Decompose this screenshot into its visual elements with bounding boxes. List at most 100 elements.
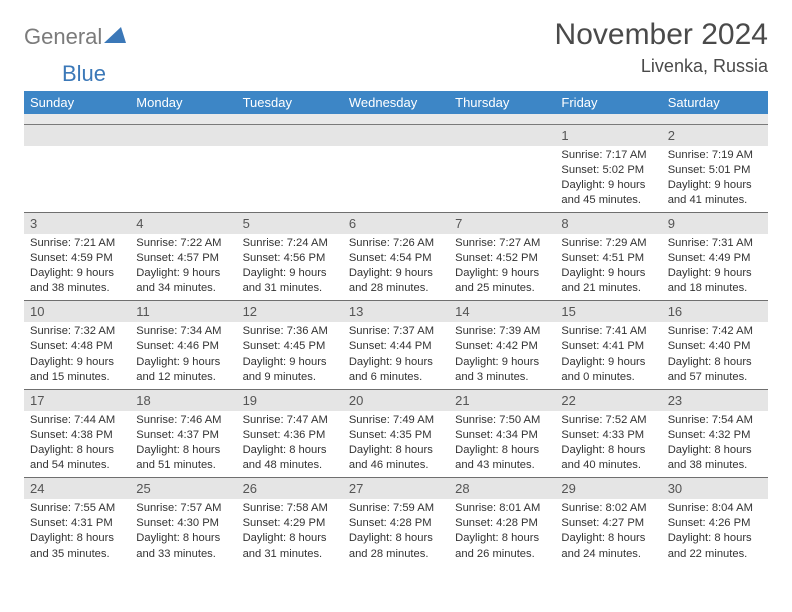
sunset-text: Sunset: 4:40 PM xyxy=(668,339,762,354)
date-row: 17181920212223 xyxy=(24,389,768,411)
daylight-text: Daylight: 9 hours and 0 minutes. xyxy=(561,355,655,385)
daylight-text: Daylight: 9 hours and 41 minutes. xyxy=(668,178,762,208)
sunrise-text: Sunrise: 7:22 AM xyxy=(136,236,230,251)
sunrise-text: Sunrise: 7:32 AM xyxy=(30,324,124,339)
sunset-text: Sunset: 4:28 PM xyxy=(455,516,549,531)
daylight-text: Daylight: 9 hours and 34 minutes. xyxy=(136,266,230,296)
sunset-text: Sunset: 4:32 PM xyxy=(668,428,762,443)
info-row: Sunrise: 7:17 AMSunset: 5:02 PM Daylight:… xyxy=(24,146,768,213)
sunset-text: Sunset: 5:02 PM xyxy=(561,163,655,178)
day-number: 23 xyxy=(662,389,768,411)
day-info: Sunrise: 7:58 AMSunset: 4:29 PMDaylight:… xyxy=(237,499,343,565)
day-info: Sunrise: 7:39 AMSunset: 4:42 PMDaylight:… xyxy=(449,322,555,389)
sunrise-text: Sunrise: 7:41 AM xyxy=(561,324,655,339)
day-number: 2 xyxy=(662,124,768,146)
day-info: Sunrise: 7:24 AMSunset: 4:56 PMDaylight:… xyxy=(237,234,343,301)
sunrise-text: Sunrise: 7:36 AM xyxy=(243,324,337,339)
sunrise-text: Sunrise: 8:04 AM xyxy=(668,501,762,516)
sunset-text: Sunset: 4:34 PM xyxy=(455,428,549,443)
logo-triangle-icon xyxy=(104,27,126,48)
daylight-text: Daylight: 9 hours and 3 minutes. xyxy=(455,355,549,385)
sunrise-text: Sunrise: 7:47 AM xyxy=(243,413,337,428)
daylight-text: Daylight: 9 hours and 6 minutes. xyxy=(349,355,443,385)
sunrise-text: Sunrise: 7:21 AM xyxy=(30,236,124,251)
sunrise-text: Sunrise: 7:58 AM xyxy=(243,501,337,516)
sunrise-text: Sunrise: 7:27 AM xyxy=(455,236,549,251)
day-info: Sunrise: 7:22 AMSunset: 4:57 PMDaylight:… xyxy=(130,234,236,301)
day-number: 12 xyxy=(237,301,343,323)
day-number: 30 xyxy=(662,478,768,500)
daylight-text: Daylight: 8 hours and 38 minutes. xyxy=(668,443,762,473)
sunrise-text: Sunrise: 8:01 AM xyxy=(455,501,549,516)
day-info: Sunrise: 7:26 AMSunset: 4:54 PMDaylight:… xyxy=(343,234,449,301)
date-row: 24252627282930 xyxy=(24,478,768,500)
col-thursday: Thursday xyxy=(449,91,555,114)
day-number: 24 xyxy=(24,478,130,500)
day-number: 29 xyxy=(555,478,661,500)
calendar-body: 12 Sunrise: 7:17 AMSunset: 5:02 PM Dayligh… xyxy=(24,124,768,566)
sunset-text: Sunset: 5:01 PM xyxy=(668,163,762,178)
empty-day-info xyxy=(343,146,449,213)
day-info: Sunrise: 7:55 AMSunset: 4:31 PMDaylight:… xyxy=(24,499,130,565)
col-saturday: Saturday xyxy=(662,91,768,114)
day-info: Sunrise: 7:46 AMSunset: 4:37 PMDaylight:… xyxy=(130,411,236,478)
sunset-text: Sunset: 4:27 PM xyxy=(561,516,655,531)
day-info: Sunrise: 7:49 AMSunset: 4:35 PMDaylight:… xyxy=(343,411,449,478)
empty-day-info xyxy=(24,146,130,213)
day-number: 26 xyxy=(237,478,343,500)
empty-day-number xyxy=(343,124,449,146)
col-sunday: Sunday xyxy=(24,91,130,114)
sunset-text: Sunset: 4:56 PM xyxy=(243,251,337,266)
day-number: 19 xyxy=(237,389,343,411)
day-number: 8 xyxy=(555,212,661,234)
info-row: Sunrise: 7:21 AMSunset: 4:59 PMDaylight:… xyxy=(24,234,768,301)
daylight-text: Daylight: 9 hours and 18 minutes. xyxy=(668,266,762,296)
day-info: Sunrise: 7:31 AMSunset: 4:49 PMDaylight:… xyxy=(662,234,768,301)
day-info: Sunrise: 7:50 AMSunset: 4:34 PMDaylight:… xyxy=(449,411,555,478)
sunrise-text: Sunrise: 7:46 AM xyxy=(136,413,230,428)
day-info: Sunrise: 8:04 AMSunset: 4:26 PMDaylight:… xyxy=(662,499,768,565)
daylight-text: Daylight: 8 hours and 57 minutes. xyxy=(668,355,762,385)
sunset-text: Sunset: 4:51 PM xyxy=(561,251,655,266)
sunrise-text: Sunrise: 7:17 AM xyxy=(561,148,655,163)
daylight-text: Daylight: 8 hours and 51 minutes. xyxy=(136,443,230,473)
daylight-text: Daylight: 8 hours and 22 minutes. xyxy=(668,531,762,561)
day-number: 5 xyxy=(237,212,343,234)
daylight-text: Daylight: 8 hours and 33 minutes. xyxy=(136,531,230,561)
sunrise-text: Sunrise: 7:37 AM xyxy=(349,324,443,339)
sunrise-text: Sunrise: 7:49 AM xyxy=(349,413,443,428)
sunrise-text: Sunrise: 7:57 AM xyxy=(136,501,230,516)
day-info: Sunrise: 7:59 AMSunset: 4:28 PMDaylight:… xyxy=(343,499,449,565)
spacer-row xyxy=(24,114,768,124)
sunrise-text: Sunrise: 7:54 AM xyxy=(668,413,762,428)
sunrise-text: Sunrise: 7:52 AM xyxy=(561,413,655,428)
day-number: 28 xyxy=(449,478,555,500)
sunrise-text: Sunrise: 7:50 AM xyxy=(455,413,549,428)
daylight-text: Daylight: 9 hours and 25 minutes. xyxy=(455,266,549,296)
sunset-text: Sunset: 4:49 PM xyxy=(668,251,762,266)
logo-text-general: General xyxy=(24,24,102,50)
day-info: Sunrise: 7:47 AMSunset: 4:36 PMDaylight:… xyxy=(237,411,343,478)
day-info: Sunrise: 7:52 AMSunset: 4:33 PMDaylight:… xyxy=(555,411,661,478)
day-info: Sunrise: 7:19 AMSunset: 5:01 PMDaylight:… xyxy=(662,146,768,213)
day-number: 10 xyxy=(24,301,130,323)
col-friday: Friday xyxy=(555,91,661,114)
sunset-text: Sunset: 4:31 PM xyxy=(30,516,124,531)
daylight-text: Daylight: 8 hours and 54 minutes. xyxy=(30,443,124,473)
date-row: 10111213141516 xyxy=(24,301,768,323)
sunrise-text: Sunrise: 7:19 AM xyxy=(668,148,762,163)
sunrise-text: Sunrise: 7:31 AM xyxy=(668,236,762,251)
sunset-text: Sunset: 4:28 PM xyxy=(349,516,443,531)
day-info: Sunrise: 7:21 AMSunset: 4:59 PMDaylight:… xyxy=(24,234,130,301)
day-number: 11 xyxy=(130,301,236,323)
daylight-text: Daylight: 8 hours and 40 minutes. xyxy=(561,443,655,473)
sunrise-text: Sunrise: 7:24 AM xyxy=(243,236,337,251)
sunset-text: Sunset: 4:38 PM xyxy=(30,428,124,443)
day-number: 20 xyxy=(343,389,449,411)
empty-day-info xyxy=(237,146,343,213)
month-title: November 2024 xyxy=(555,18,768,52)
sunrise-text: Sunrise: 7:42 AM xyxy=(668,324,762,339)
date-row: 3456789 xyxy=(24,212,768,234)
daylight-text: Daylight: 8 hours and 43 minutes. xyxy=(455,443,549,473)
day-info: Sunrise: 7:32 AMSunset: 4:48 PMDaylight:… xyxy=(24,322,130,389)
